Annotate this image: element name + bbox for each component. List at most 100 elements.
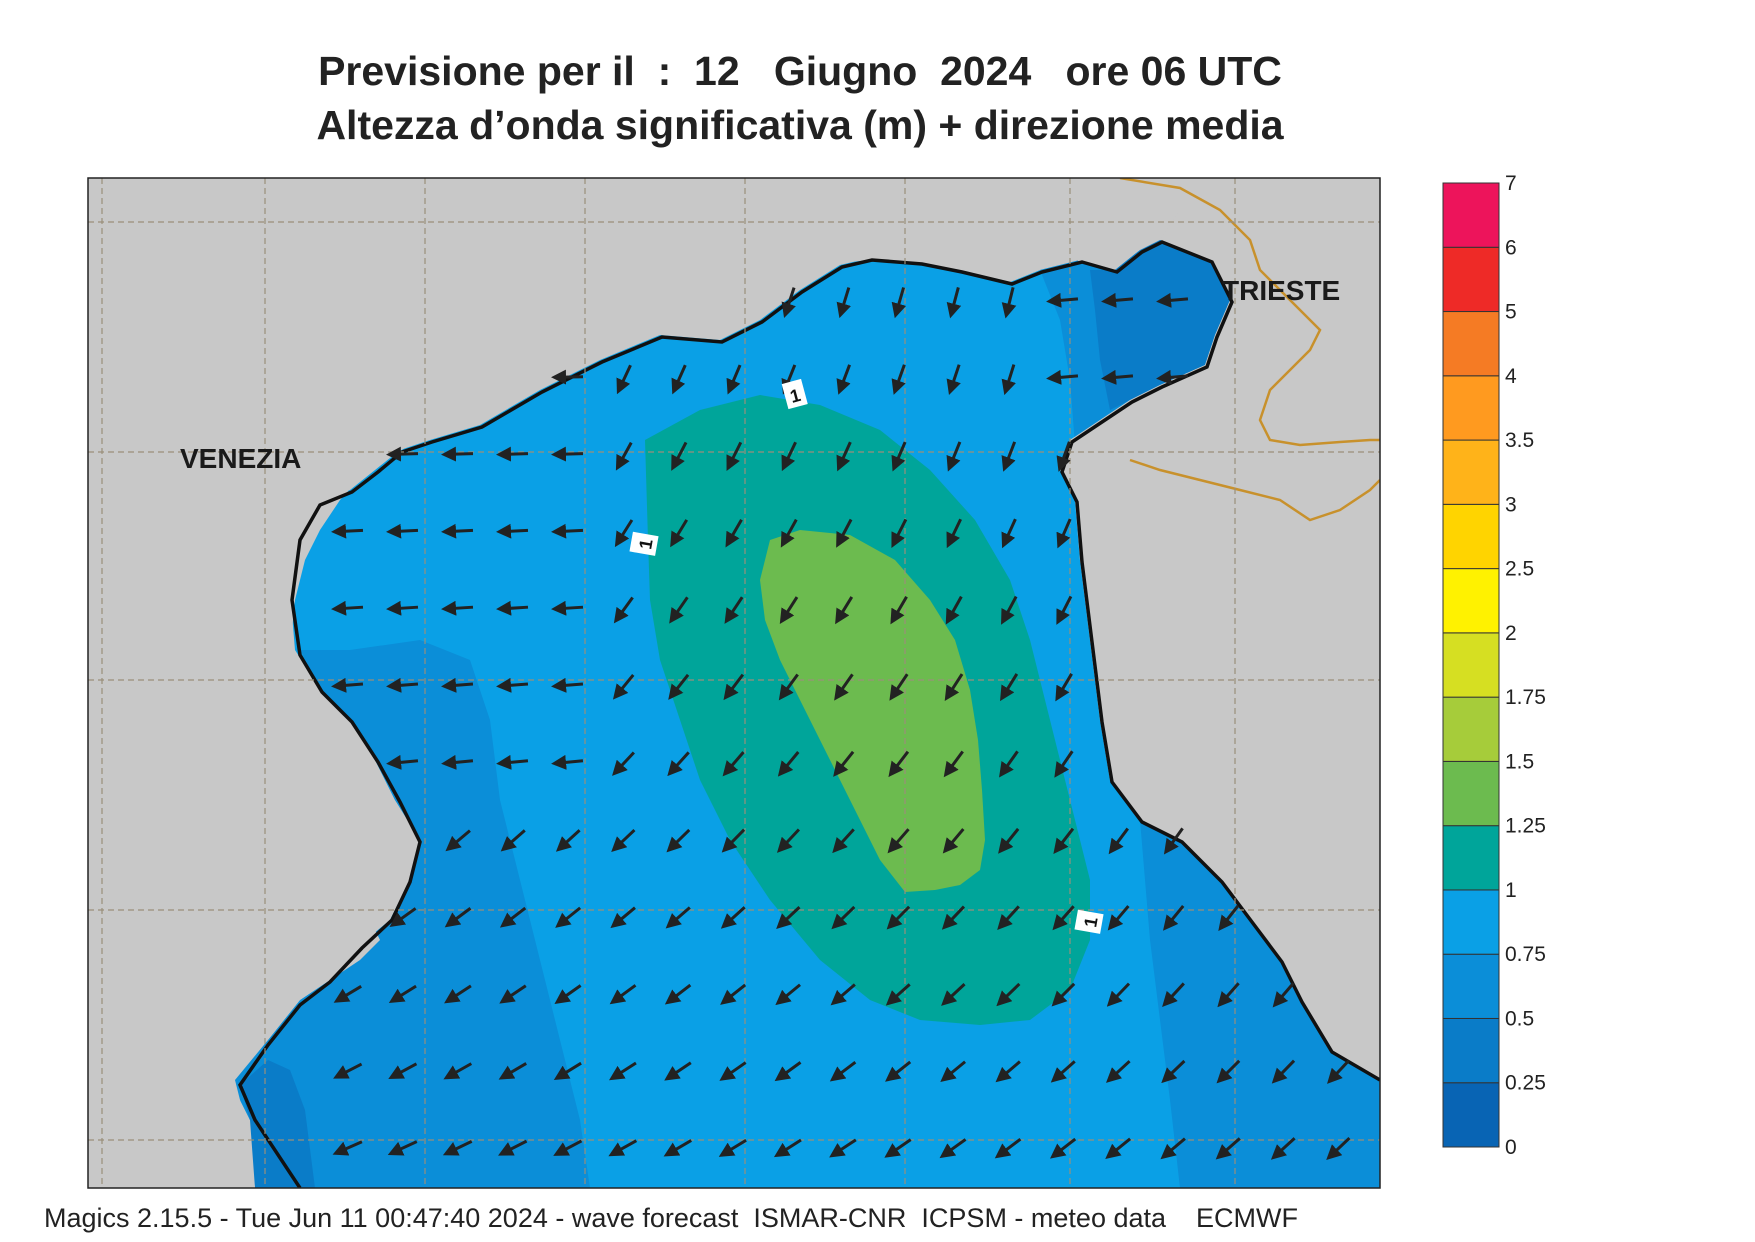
direction-arrow	[389, 907, 417, 928]
west-mainland	[88, 178, 790, 800]
legend-swatch	[1442, 311, 1500, 377]
direction-arrow	[611, 828, 636, 853]
direction-arrow	[941, 983, 966, 1006]
direction-arrow	[496, 523, 529, 539]
direction-arrow	[668, 673, 690, 700]
direction-arrow	[665, 906, 691, 929]
direction-arrow	[1050, 1137, 1077, 1159]
direction-arrow	[999, 750, 1019, 778]
direction-arrow	[444, 984, 472, 1004]
direction-arrow	[994, 1138, 1022, 1159]
direction-arrow	[836, 518, 853, 548]
legend-tick-label: 1.75	[1505, 686, 1546, 709]
direction-arrow	[773, 1138, 802, 1158]
direction-arrow	[1001, 518, 1017, 549]
direction-arrow	[613, 596, 634, 624]
direction-arrow	[1326, 1136, 1351, 1161]
direction-arrow	[946, 441, 962, 472]
direction-arrow	[940, 1060, 967, 1083]
direction-arrow	[496, 600, 529, 616]
direction-arrow	[1001, 364, 1016, 396]
direction-arrow	[720, 983, 747, 1005]
legend-tick-label: 2.5	[1505, 558, 1534, 581]
direction-arrow	[1050, 1060, 1076, 1083]
direction-arrow	[499, 906, 527, 928]
chart-title-line1: Previsione per il : 12 Giugno 2024 ore 0…	[318, 48, 1282, 94]
legend-swatch	[1442, 246, 1500, 313]
direction-arrow	[723, 673, 745, 701]
direction-arrow	[1216, 1059, 1241, 1084]
direction-arrow	[836, 287, 851, 319]
direction-arrow	[718, 1138, 747, 1157]
legend-tick-label: 6	[1505, 236, 1517, 259]
direction-arrow	[1162, 982, 1185, 1007]
svg-text:1: 1	[635, 538, 656, 551]
direction-arrow	[1106, 1060, 1131, 1083]
legend-swatch	[1442, 696, 1500, 762]
legend-tick-label: 0.5	[1505, 1007, 1534, 1030]
direction-arrow	[1105, 1137, 1132, 1159]
direction-arrow	[1156, 369, 1189, 385]
direction-arrow	[1160, 1137, 1186, 1160]
direction-arrow	[1054, 750, 1074, 778]
direction-arrow	[1056, 441, 1071, 472]
legend-swatch	[1442, 760, 1500, 827]
direction-arrow	[724, 596, 744, 624]
legend-tick-label: 1.5	[1505, 750, 1534, 773]
direction-arrow	[386, 754, 419, 770]
direction-arrow	[1101, 369, 1134, 385]
direction-arrow	[496, 446, 529, 462]
direction-arrow	[885, 983, 911, 1006]
direction-arrow	[551, 600, 584, 616]
direction-arrow	[995, 1060, 1021, 1083]
direction-arrow	[386, 600, 419, 616]
direction-arrow	[1000, 673, 1019, 702]
direction-arrow	[829, 1060, 857, 1082]
direction-arrow	[831, 905, 856, 930]
direction-arrow	[441, 754, 474, 770]
direction-arrow	[609, 1061, 637, 1081]
direction-arrow	[441, 677, 474, 693]
legend-swatch	[1442, 1082, 1500, 1148]
direction-arrow	[891, 441, 907, 472]
direction-arrow	[614, 519, 634, 548]
direction-arrow	[331, 600, 364, 616]
legend-swatch	[1442, 439, 1500, 505]
direction-arrow	[553, 1139, 583, 1156]
direction-arrow	[667, 751, 690, 777]
direction-arrow	[721, 828, 746, 853]
direction-arrow	[666, 828, 691, 853]
direction-arrow	[780, 518, 798, 548]
direction-arrow	[1163, 827, 1184, 855]
contour-label-1a: 1	[781, 378, 808, 410]
direction-arrow	[776, 906, 801, 929]
band-05-075-east	[1140, 820, 1380, 1188]
direction-arrow	[386, 446, 419, 462]
direction-arrow	[891, 287, 907, 319]
direction-arrow	[1215, 1137, 1241, 1160]
direction-arrow	[832, 828, 855, 854]
direction-arrow	[441, 523, 474, 539]
direction-arrow	[555, 829, 581, 852]
legend-tick-label: 5	[1505, 301, 1517, 324]
direction-arrow	[939, 1138, 967, 1159]
north-mainland	[790, 178, 1120, 282]
direction-arrow	[726, 364, 742, 395]
legend-tick-label: 3.5	[1505, 429, 1534, 452]
legend-tick-label: 0.25	[1505, 1072, 1546, 1095]
direction-arrow	[889, 673, 909, 701]
direction-arrow	[834, 673, 854, 701]
direction-arrow	[1106, 982, 1131, 1007]
legend-tick-label: 3	[1505, 493, 1517, 516]
direction-arrow	[997, 905, 1020, 931]
legend-tick-label: 4	[1505, 365, 1517, 388]
direction-arrow	[444, 907, 472, 928]
direction-arrow	[1052, 905, 1075, 931]
direction-arrow	[725, 518, 743, 548]
direction-arrow	[774, 1061, 802, 1082]
direction-arrow	[498, 1139, 528, 1156]
direction-arrow	[612, 751, 635, 776]
direction-arrow	[829, 1138, 857, 1158]
direction-arrow	[1271, 1059, 1296, 1084]
